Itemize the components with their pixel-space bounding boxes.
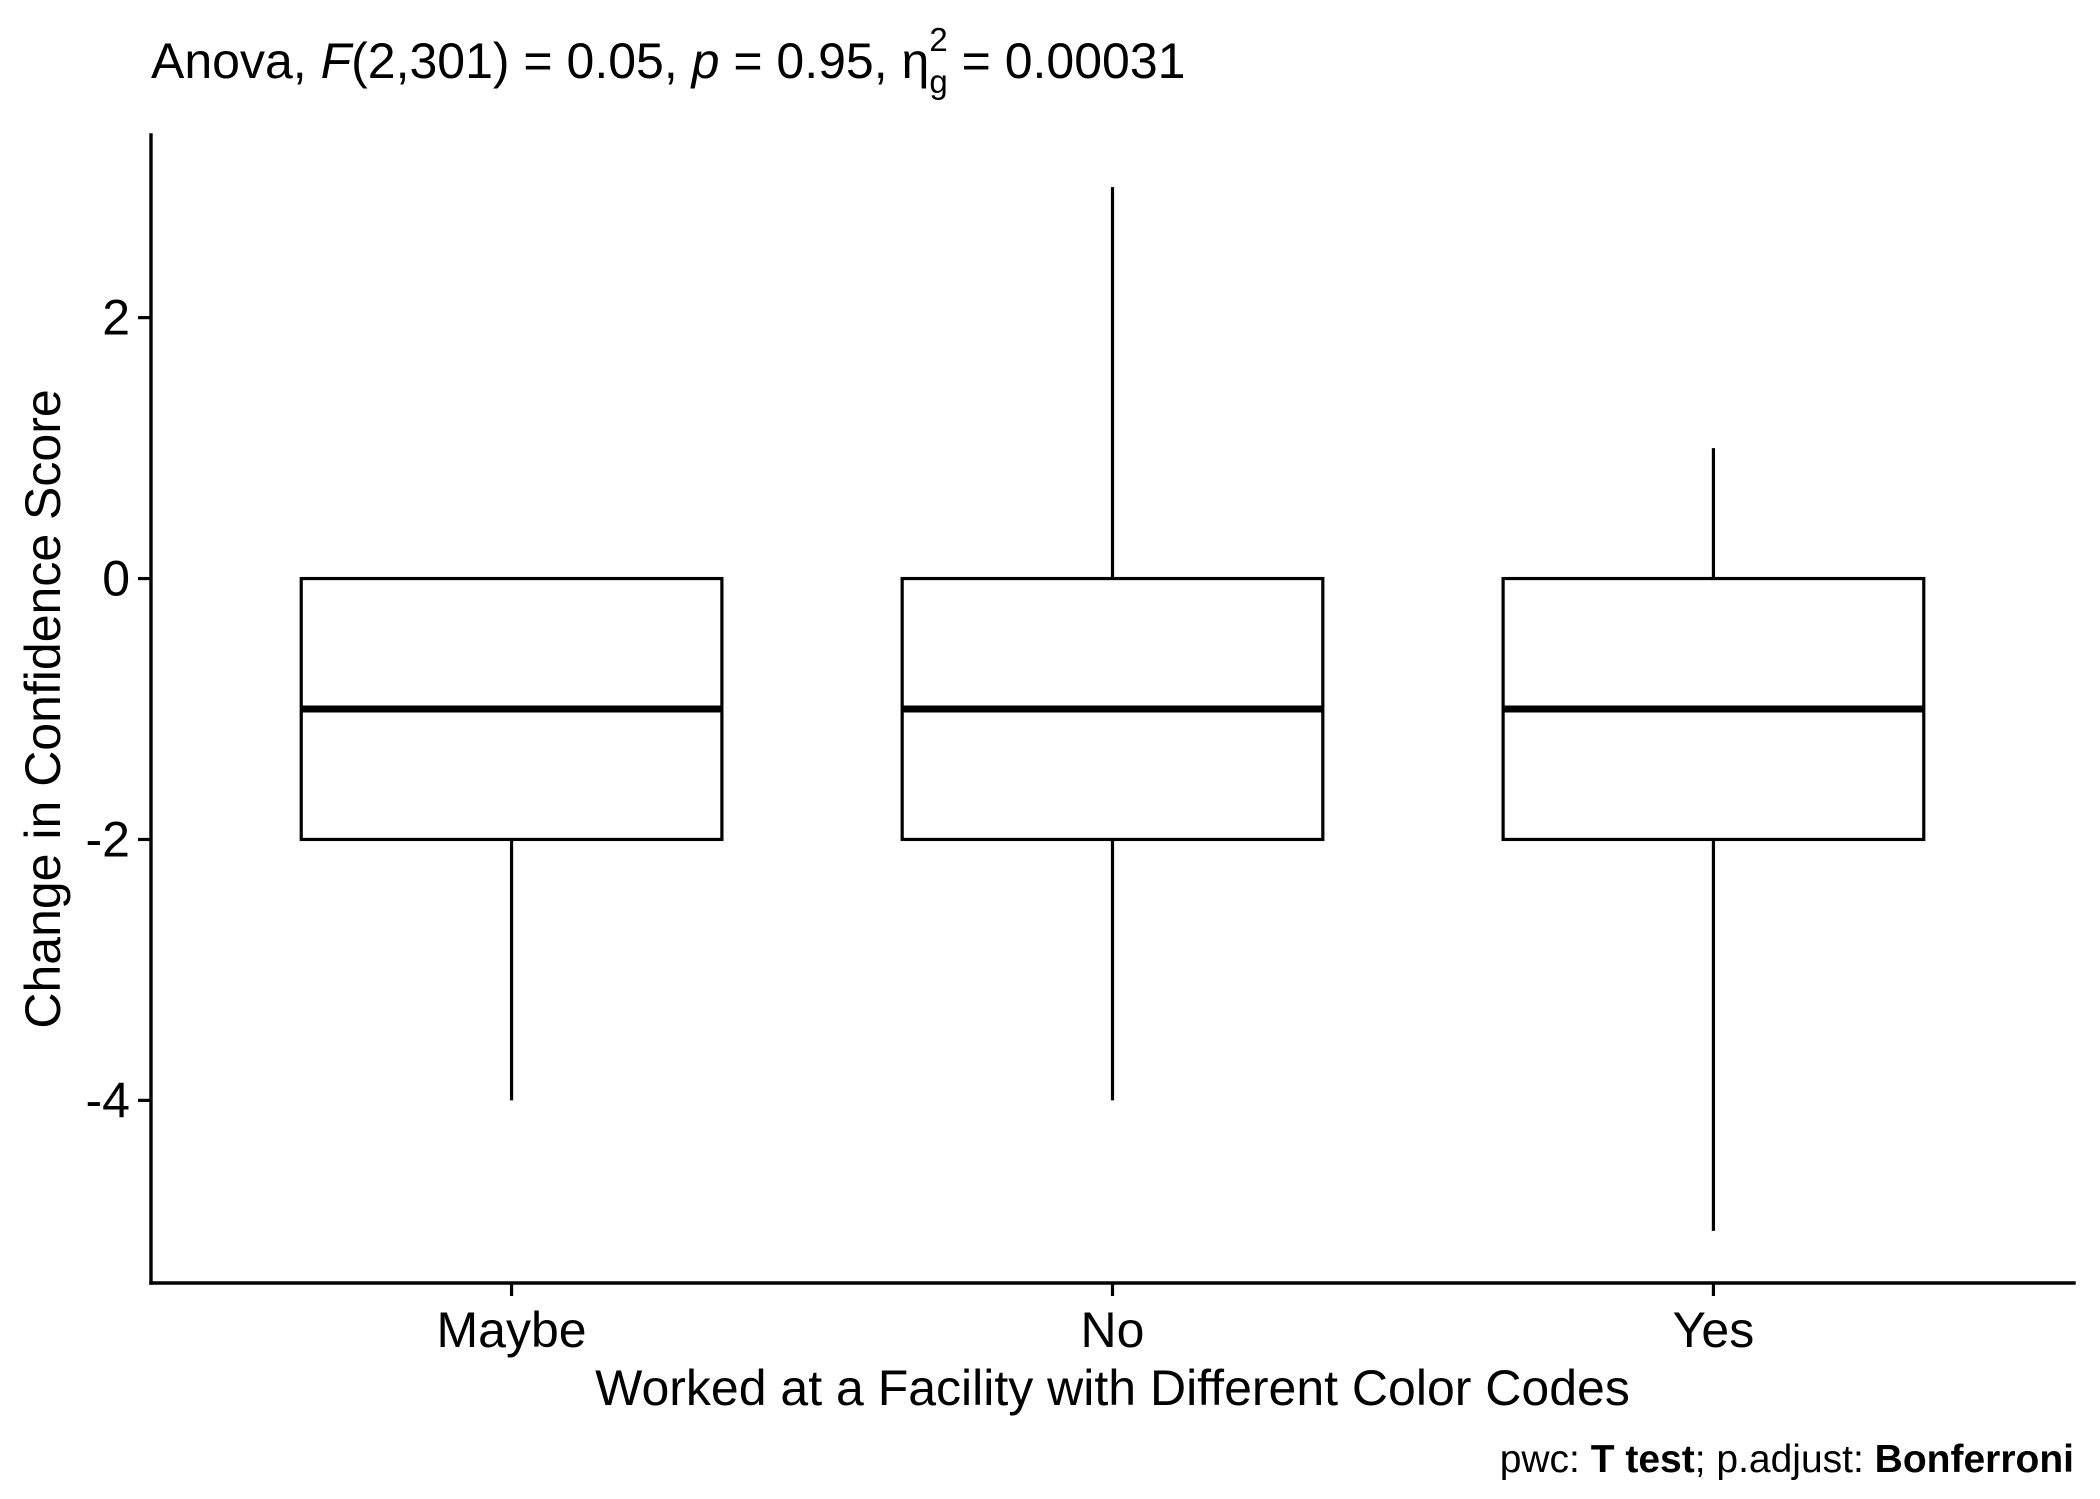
title-eta-subscript: g: [929, 63, 947, 100]
y-tick-label: -2: [86, 811, 130, 867]
x-tick-label: Yes: [1673, 1302, 1755, 1358]
caption-adjust-label: ; p.adjust:: [1695, 1438, 1875, 1481]
title-eta-superscript: 2: [929, 21, 947, 58]
x-axis-title: Worked at a Facility with Different Colo…: [595, 1360, 1630, 1416]
title-p-value: = 0.95,: [719, 33, 901, 89]
y-axis-title: Change in Confidence Score: [15, 389, 71, 1028]
title-test-name: Anova,: [151, 33, 321, 89]
y-tick-label: 2: [102, 290, 130, 346]
title-f-symbol: F: [321, 33, 354, 89]
y-tick-label: 0: [102, 551, 130, 607]
box-group-no: [900, 187, 1325, 1101]
chart-caption: pwc: T test; p.adjust: Bonferroni: [1500, 1438, 2074, 1481]
x-tick-label: Maybe: [437, 1302, 587, 1358]
title-effect-size: = 0.00031: [948, 33, 1186, 89]
x-axis-ticks: Maybe No Yes: [437, 1283, 1755, 1358]
caption-pwc-label: pwc:: [1500, 1438, 1591, 1481]
y-axis-ticks: 2 0 -2 -4: [86, 290, 151, 1128]
box-group-maybe: [299, 576, 724, 1101]
caption-adjust-method: Bonferroni: [1875, 1438, 2074, 1481]
title-p-symbol: p: [690, 33, 720, 89]
title-eta-symbol: η: [902, 33, 930, 89]
chart-title: Anova, F(2,301) = 0.05, p = 0.95, η2 g = …: [151, 21, 1185, 100]
y-tick-label: -4: [86, 1072, 130, 1128]
caption-pwc-method: T test: [1591, 1438, 1695, 1481]
x-tick-label: No: [1081, 1302, 1145, 1358]
plot-panel: [299, 187, 1926, 1231]
box-group-yes: [1501, 448, 1926, 1231]
title-f-statistic: (2,301) = 0.05,: [351, 33, 692, 89]
